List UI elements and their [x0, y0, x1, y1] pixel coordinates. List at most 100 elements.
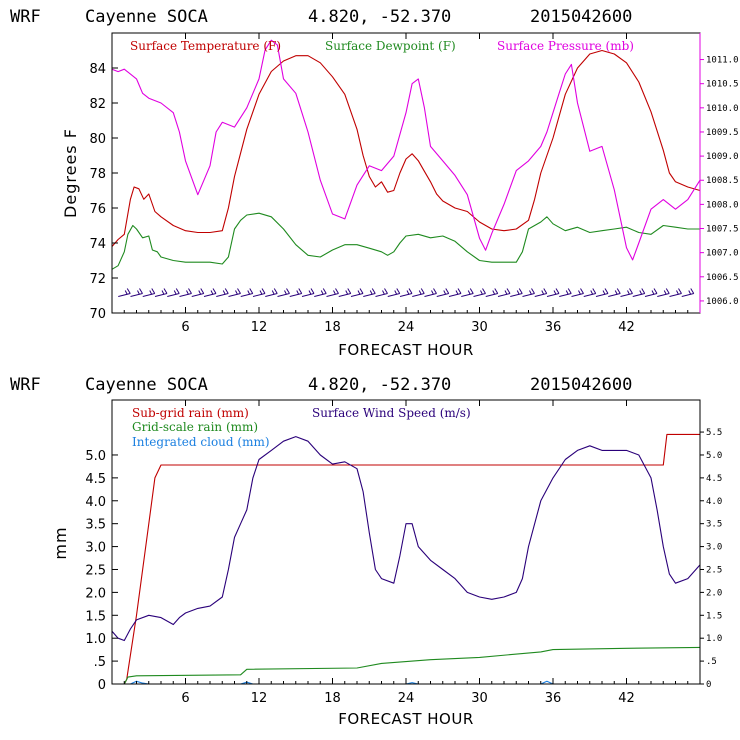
wind-barb	[632, 288, 646, 297]
wind-barb	[326, 288, 339, 297]
p2-ytick-label: 3.5	[85, 518, 106, 533]
p2-y2tick-label: 3.5	[706, 520, 722, 530]
panel1-xlabel: FORECAST HOUR	[338, 341, 474, 359]
wind-barb	[167, 288, 180, 297]
wind-barb	[387, 288, 401, 297]
wind-barb	[301, 288, 315, 297]
wind-barb	[669, 288, 682, 297]
panel2-xlabel: FORECAST HOUR	[338, 710, 474, 728]
wind-barb	[522, 288, 535, 297]
wind-barb	[424, 288, 437, 297]
p1-ytick-label: 78	[89, 167, 106, 182]
p2-ytick-label: 3.0	[85, 541, 106, 556]
p1-xtick-label: 24	[398, 320, 415, 335]
wind-barbs	[118, 288, 695, 297]
wind-barb	[203, 288, 217, 297]
p1-xtick-label: 6	[181, 320, 189, 335]
p1-ytick-label: 72	[89, 272, 106, 287]
p1-legend-surface-pressure-mb: Surface Pressure (mb)	[497, 39, 634, 53]
p1-y2tick-label: 1009.0	[706, 152, 739, 162]
wind-barb	[216, 288, 229, 297]
wind-barb	[252, 288, 266, 297]
p2-legend-grid-scale-rain-mm: Grid-scale rain (mm)	[132, 420, 258, 434]
panel1-title-run: 2015042600	[530, 7, 632, 27]
p2-ytick-label: 4.0	[85, 495, 106, 510]
wind-barb	[595, 288, 609, 297]
wind-barb	[118, 288, 131, 297]
p1-xtick-label: 42	[618, 320, 635, 335]
wind-barb	[473, 288, 486, 297]
p2-ytick-label: 2.0	[85, 586, 106, 601]
p2-ytick-label: 1.0	[85, 632, 106, 647]
wind-barb	[375, 288, 388, 297]
p2-y2tick-label: 2.0	[706, 588, 722, 598]
p2-xtick-label: 24	[398, 691, 415, 706]
wind-barb	[497, 288, 511, 297]
precipitation-panel: WRF Cayenne SOCA 4.820, -52.370 20150426…	[10, 375, 722, 728]
p2-xtick-label: 42	[618, 691, 635, 706]
wind-barb	[644, 288, 658, 297]
wind-barb	[363, 288, 376, 297]
p1-y2tick-label: 1007.5	[706, 225, 739, 235]
p2-y2tick-label: 1.5	[706, 611, 722, 621]
p1-ytick-label: 70	[89, 307, 106, 322]
p1-y2tick-label: 1008.5	[706, 176, 739, 186]
wind-barb	[559, 288, 572, 297]
p1-series-surface-pressure-mb	[111, 39, 701, 261]
p1-y2tick-label: 1006.0	[706, 297, 739, 307]
panel2-title-run: 2015042600	[530, 375, 632, 395]
p2-y2tick-label: 4.5	[706, 474, 722, 484]
wind-barb	[461, 288, 474, 297]
wind-barb	[240, 288, 254, 297]
p2-xtick-label: 36	[545, 691, 562, 706]
wind-barb	[620, 288, 633, 297]
p1-xtick-label: 18	[324, 320, 341, 335]
wind-barb	[534, 288, 548, 297]
p1-y2tick-label: 1010.0	[706, 104, 739, 114]
p1-y2tick-label: 1006.5	[706, 273, 739, 283]
p2-ytick-label: 2.5	[85, 563, 106, 578]
p2-xtick-label: 6	[181, 691, 189, 706]
p2-xtick-label: 30	[471, 691, 488, 706]
p2-y2tick-label: 2.5	[706, 565, 722, 575]
p2-y2tick-label: 3.0	[706, 543, 722, 553]
wind-barb	[179, 288, 192, 297]
panel1-title-coords: 4.820, -52.370	[308, 7, 451, 27]
p1-y2tick-label: 1009.5	[706, 128, 739, 138]
p1-xtick-label: 36	[545, 320, 562, 335]
p1-y2tick-label: 1008.0	[706, 200, 739, 210]
p2-legend-surface-wind-speed-m-s: Surface Wind Speed (m/s)	[312, 406, 471, 420]
wind-barb	[130, 288, 143, 297]
panel1-ylabel: Degrees F	[61, 128, 80, 218]
panel1-frame	[111, 32, 701, 314]
p2-y2tick-label: 0	[706, 680, 711, 690]
wind-barb	[277, 288, 290, 297]
wind-barb	[681, 288, 695, 297]
p1-ytick-label: 74	[89, 237, 106, 252]
wind-barb	[399, 288, 413, 297]
panel1-title-model: WRF	[10, 7, 41, 27]
p1-legend-surface-temperature-f: Surface Temperature (F)	[130, 39, 281, 53]
wind-barb	[338, 288, 352, 297]
panel2-ylabel: mm	[51, 526, 70, 559]
p2-ytick-label: 0	[98, 678, 106, 693]
wind-barb	[228, 288, 241, 297]
wind-barb	[608, 288, 621, 297]
p2-series-surface-wind-speed-m-s	[111, 436, 701, 642]
p2-xtick-label: 18	[324, 691, 341, 706]
wind-barb	[314, 288, 327, 297]
wind-barb	[265, 288, 278, 297]
wind-barb	[142, 288, 156, 297]
p2-ytick-label: 5.0	[85, 449, 106, 464]
p1-xtick-label: 12	[251, 320, 268, 335]
panel1-title-station: Cayenne SOCA	[85, 7, 208, 27]
p1-y2tick-label: 1011.0	[706, 56, 739, 66]
wind-barb	[350, 288, 364, 297]
wind-barb	[571, 288, 584, 297]
p2-y2tick-label: 4.0	[706, 497, 722, 507]
wind-barb	[191, 288, 205, 297]
p1-y2tick-label: 1010.5	[706, 80, 739, 90]
panel2-title-station: Cayenne SOCA	[85, 375, 208, 395]
wind-barb	[154, 288, 168, 297]
